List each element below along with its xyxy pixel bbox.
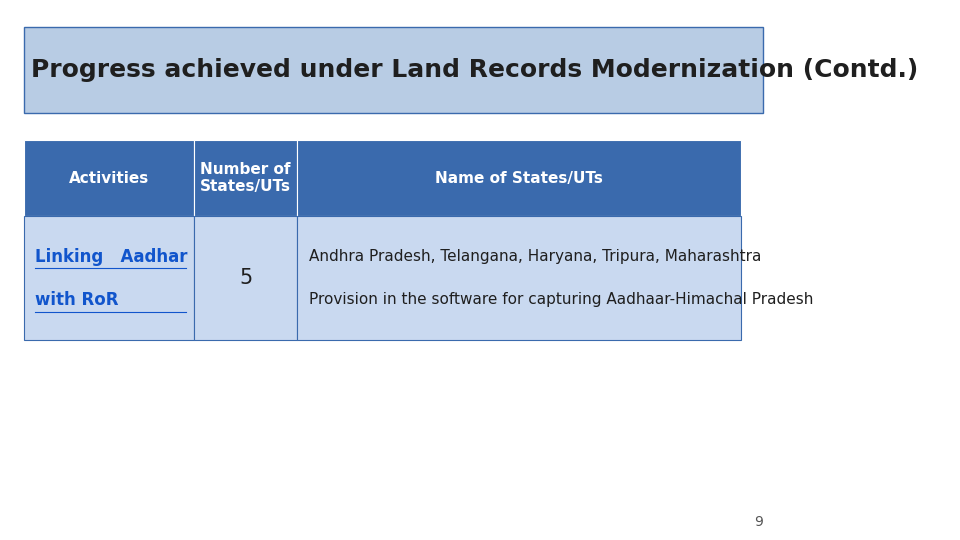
Text: Provision in the software for capturing Aadhaar-Himachal Pradesh: Provision in the software for capturing …	[309, 292, 813, 307]
FancyBboxPatch shape	[194, 216, 298, 340]
FancyBboxPatch shape	[298, 140, 741, 216]
FancyBboxPatch shape	[24, 27, 763, 113]
Text: Andhra Pradesh, Telangana, Haryana, Tripura, Maharashtra: Andhra Pradesh, Telangana, Haryana, Trip…	[309, 249, 761, 264]
Text: Number of
States/UTs: Number of States/UTs	[200, 162, 291, 194]
FancyBboxPatch shape	[24, 140, 194, 216]
FancyBboxPatch shape	[298, 216, 741, 340]
Text: Activities: Activities	[68, 171, 149, 186]
FancyBboxPatch shape	[194, 140, 298, 216]
Text: with RoR: with RoR	[36, 291, 119, 309]
Text: Linking   Aadhar: Linking Aadhar	[36, 247, 188, 266]
Text: Progress achieved under Land Records Modernization (Contd.): Progress achieved under Land Records Mod…	[32, 58, 919, 82]
Text: 5: 5	[239, 268, 252, 288]
Text: Name of States/UTs: Name of States/UTs	[435, 171, 603, 186]
FancyBboxPatch shape	[24, 216, 194, 340]
Text: 9: 9	[755, 515, 763, 529]
